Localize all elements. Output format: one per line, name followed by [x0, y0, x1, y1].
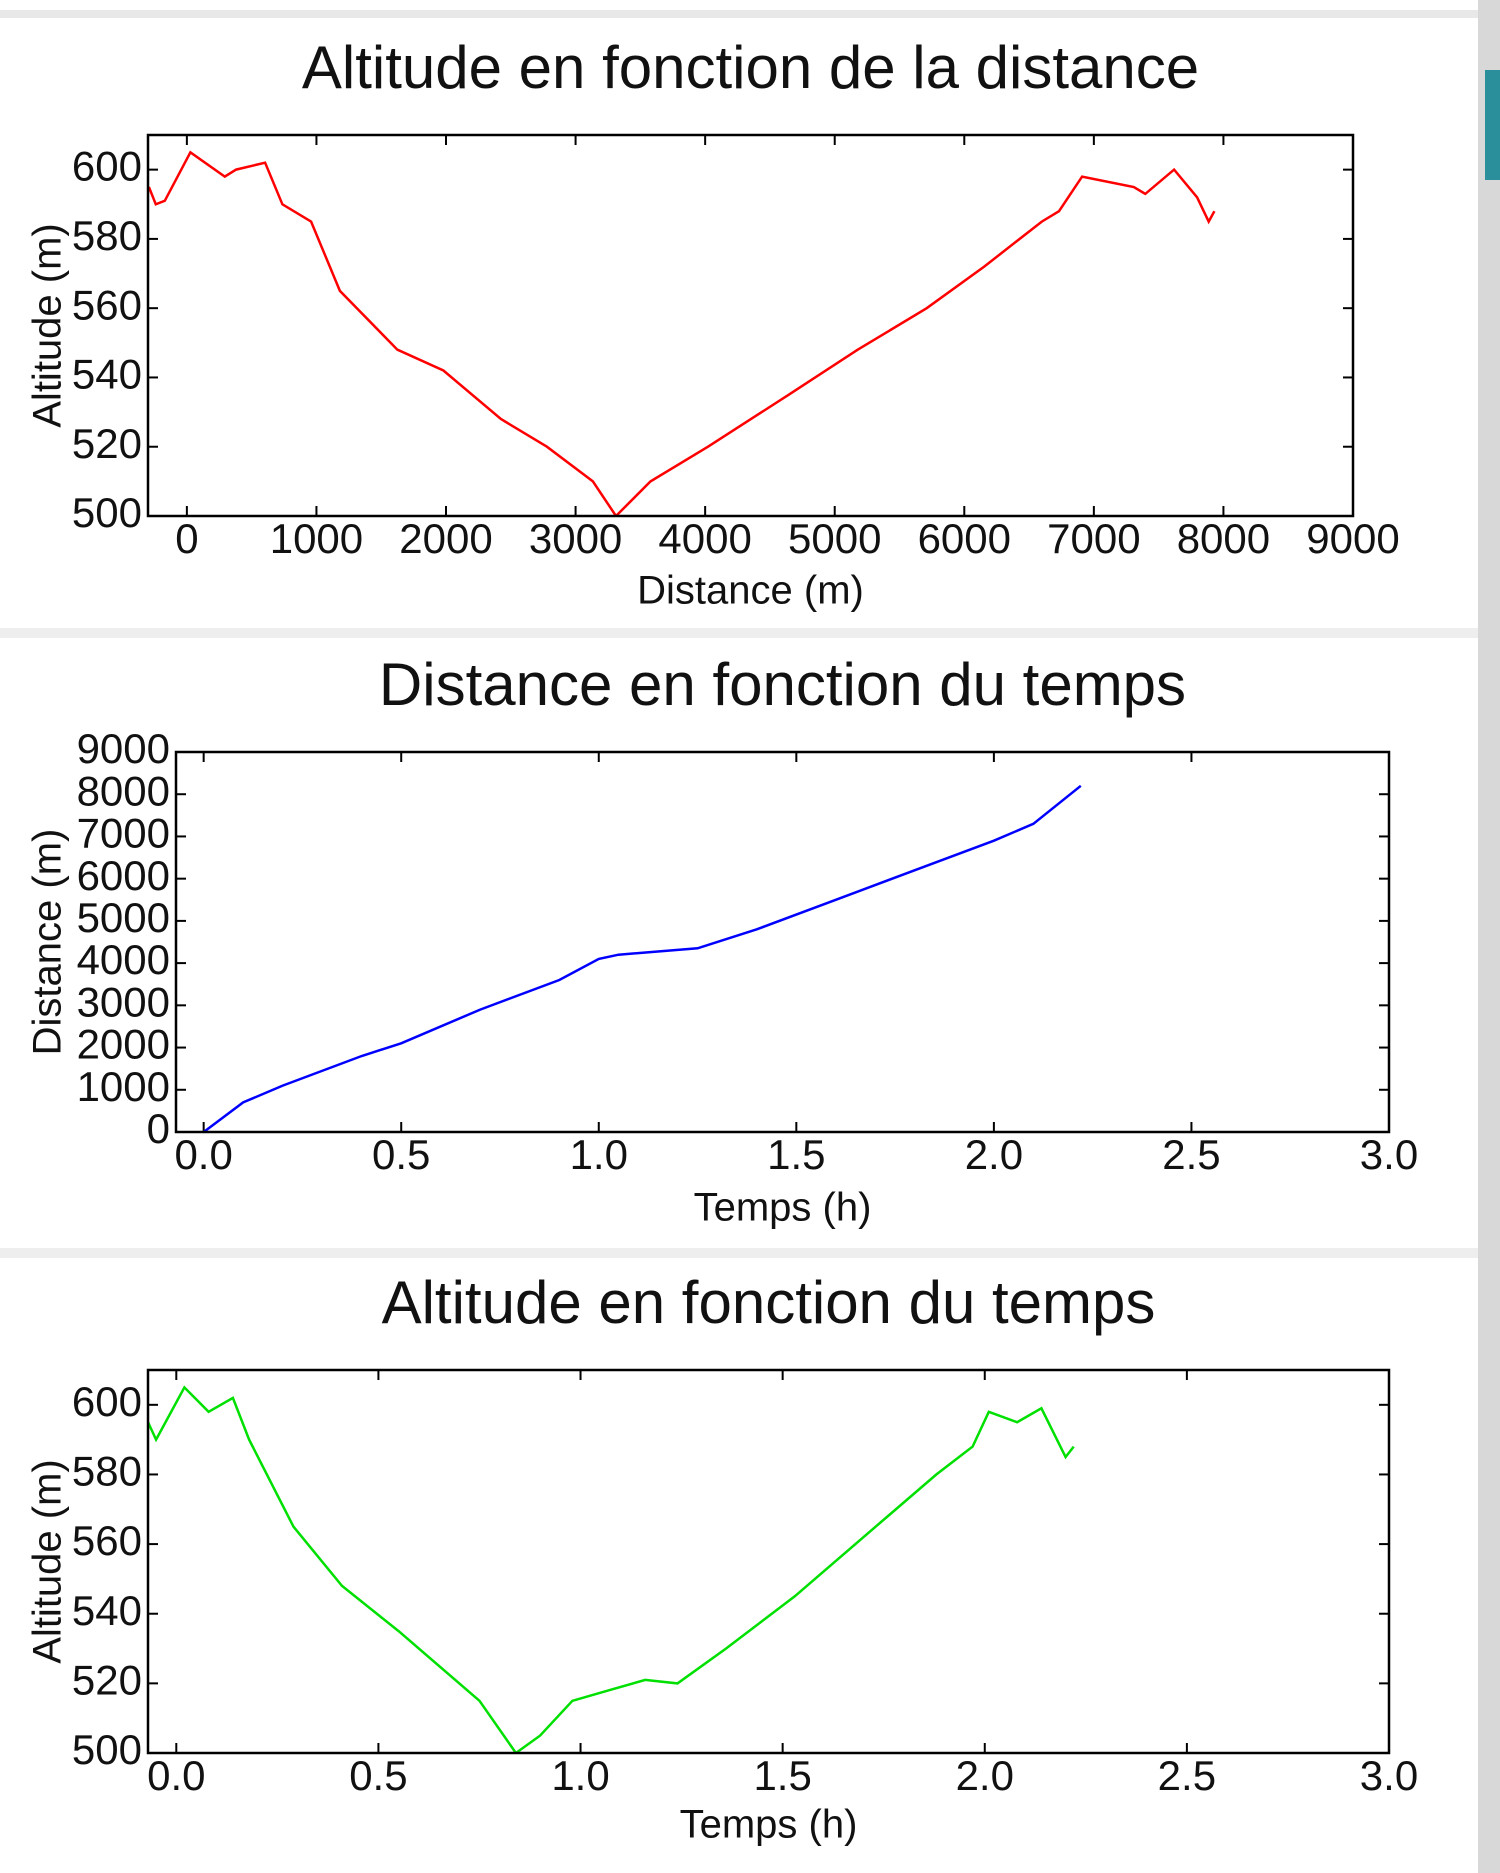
x-tick-label: 6000 [918, 515, 1011, 562]
x-tick-label: 3.0 [1360, 1752, 1418, 1799]
x-tick-label: 1000 [270, 515, 363, 562]
y-tick-label: 580 [72, 1448, 142, 1495]
y-tick-label: 9000 [77, 725, 170, 772]
x-tick-label: 1.0 [551, 1752, 609, 1799]
y-tick-label: 520 [72, 420, 142, 467]
x-tick-label: 4000 [658, 515, 751, 562]
separator [0, 628, 1478, 638]
side-panel [1478, 0, 1500, 1873]
x-tick-label: 2000 [399, 515, 492, 562]
x-tick-label: 0.5 [372, 1131, 430, 1178]
chart-title: Altitude en fonction du temps [382, 1269, 1156, 1336]
y-tick-label: 500 [72, 1726, 142, 1773]
x-tick-label: 2.5 [1158, 1752, 1216, 1799]
y-tick-label: 580 [72, 212, 142, 259]
y-tick-label: 600 [72, 143, 142, 190]
y-axis-label: Altitude (m) [26, 223, 70, 428]
x-tick-label: 1.5 [767, 1131, 825, 1178]
x-tick-label: 1.5 [753, 1752, 811, 1799]
x-tick-label: 0 [175, 515, 198, 562]
x-axis-label: Distance (m) [637, 569, 864, 613]
y-tick-label: 6000 [77, 852, 170, 899]
data-line [148, 1385, 1075, 1753]
y-tick-label: 7000 [77, 810, 170, 857]
y-tick-label: 8000 [77, 767, 170, 814]
charts: Altitude en fonction de la distance Dista… [26, 34, 1419, 1847]
y-axis-label: Distance (m) [26, 829, 70, 1056]
data-line [148, 150, 1216, 516]
plot-frame [146, 1368, 1391, 1755]
y-tick-label: 540 [72, 351, 142, 398]
x-tick-label: 8000 [1177, 515, 1270, 562]
y-tick-label: 1000 [77, 1063, 170, 1110]
x-tick-label: 0.0 [174, 1131, 232, 1178]
x-axis-label: Temps (h) [694, 1186, 872, 1230]
y-tick-label: 560 [72, 1517, 142, 1564]
y-tick-label: 2000 [77, 1021, 170, 1068]
side-swatch [1485, 70, 1500, 180]
y-tick-label: 560 [72, 281, 142, 328]
y-tick-label: 4000 [77, 936, 170, 983]
separator [0, 1248, 1478, 1258]
plot-frame [174, 750, 1391, 1134]
plot-frame [146, 133, 1355, 518]
x-tick-label: 1.0 [570, 1131, 628, 1178]
y-tick-label: 3000 [77, 978, 170, 1025]
x-tick-label: 7000 [1047, 515, 1140, 562]
x-tick-label: 9000 [1306, 515, 1399, 562]
x-tick-label: 0.5 [349, 1752, 407, 1799]
x-tick-label: 2.0 [956, 1752, 1014, 1799]
y-tick-label: 540 [72, 1587, 142, 1634]
x-tick-label: 3000 [529, 515, 622, 562]
x-tick-label: 2.5 [1162, 1131, 1220, 1178]
x-tick-label: 3.0 [1360, 1131, 1418, 1178]
y-tick-label: 0 [147, 1105, 170, 1152]
x-axis-label: Temps (h) [680, 1803, 858, 1847]
x-tick-label: 0.0 [147, 1752, 205, 1799]
x-tick-label: 5000 [788, 515, 881, 562]
x-tick-label: 2.0 [965, 1131, 1023, 1178]
chart-title: Distance en fonction du temps [379, 651, 1186, 718]
separator [0, 10, 1478, 18]
y-tick-label: 500 [72, 489, 142, 536]
data-line [202, 784, 1082, 1132]
y-tick-label: 600 [72, 1378, 142, 1425]
y-axis-label: Altitude (m) [26, 1459, 70, 1664]
chart-title: Altitude en fonction de la distance [302, 34, 1199, 101]
y-tick-label: 520 [72, 1656, 142, 1703]
y-tick-label: 5000 [77, 894, 170, 941]
